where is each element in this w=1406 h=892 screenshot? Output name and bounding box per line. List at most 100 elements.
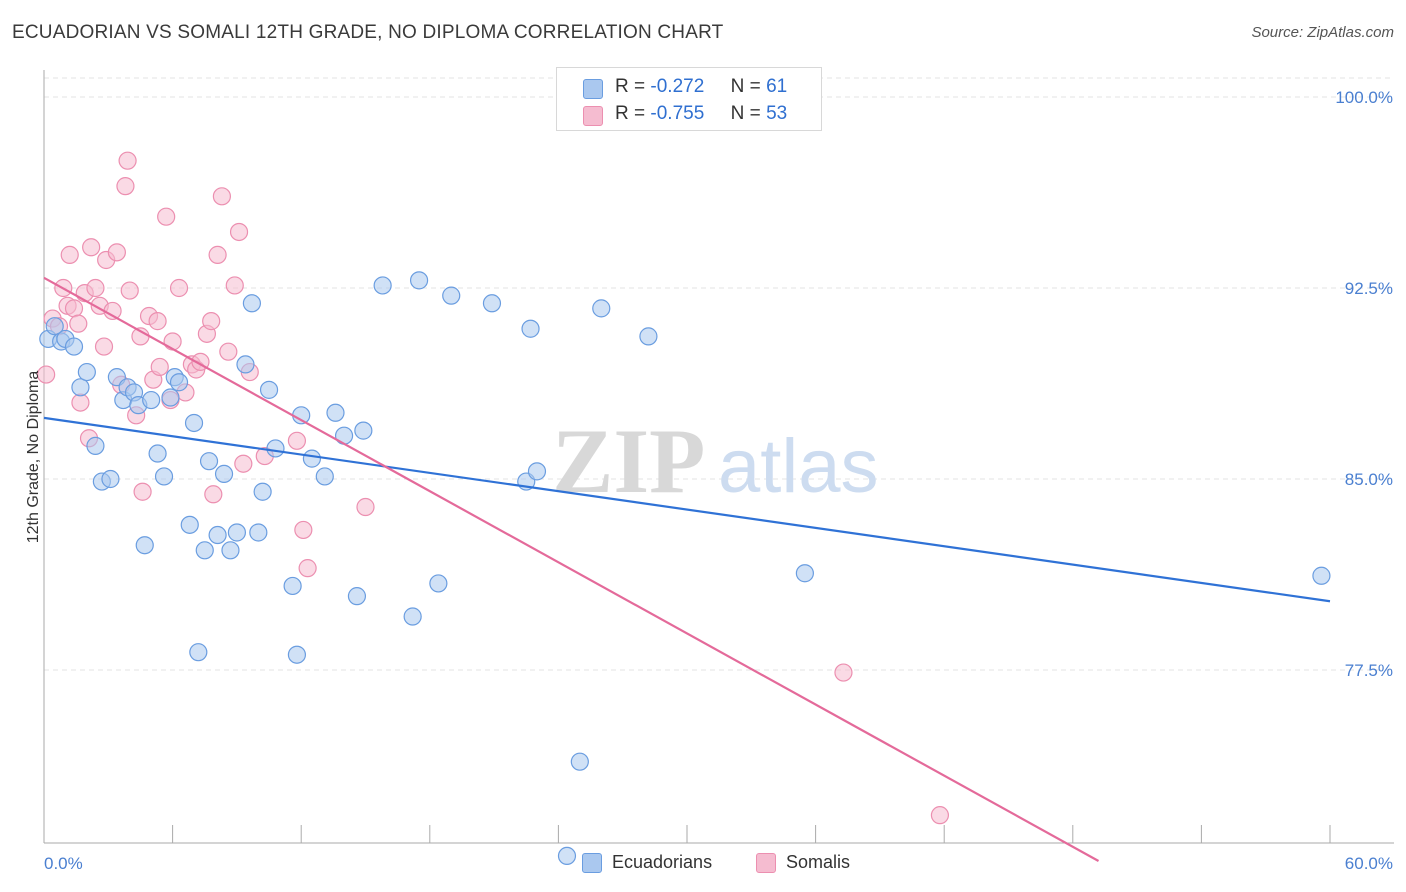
ecuadorian-point (639, 327, 658, 346)
somali-point (298, 559, 317, 578)
somali-trend-line (43, 276, 1100, 862)
legend-swatch-blue (583, 79, 603, 99)
ecuadorian-point (429, 574, 448, 593)
ecuadorian-point (253, 482, 272, 501)
legend-label-ecuadorians: Ecuadorians (612, 852, 713, 872)
ecuadorian-point (77, 362, 96, 382)
legend-n-value: 53 (766, 103, 788, 124)
ecuadorian-point (354, 421, 373, 440)
ecuadorian-point (135, 536, 154, 555)
ecuadorian-point (221, 541, 240, 560)
somali-point (37, 365, 56, 384)
somali-point (356, 497, 375, 517)
ecuadorian-point (287, 645, 307, 664)
somali-point (71, 393, 90, 412)
somali-point (225, 276, 244, 295)
somali-point (930, 806, 950, 825)
ecuadorian-point (266, 439, 285, 458)
ecuadorian-point (283, 576, 302, 596)
legend-r-label: R = (615, 103, 646, 124)
ecuadorian-trend-line (43, 416, 1331, 603)
ecuadorian-point (442, 286, 461, 305)
somali-point (94, 337, 114, 356)
ecuadorian-point (148, 444, 167, 463)
ecuadorian-point (373, 276, 392, 295)
ecuadorian-point (326, 403, 345, 422)
somali-point (163, 332, 182, 351)
ecuadorian-point (189, 643, 208, 662)
ecuadorian-point (86, 436, 105, 455)
ecuadorian-point (482, 294, 502, 313)
somali-point (69, 314, 88, 333)
y-tick-label: 77.5% (1345, 661, 1393, 680)
ecuadorian-point (184, 413, 204, 433)
somali-point (204, 485, 223, 504)
ecuadorian-point (236, 355, 255, 374)
somali-point (229, 222, 249, 242)
ecuadorian-point (195, 541, 214, 560)
ecuadorian-point (259, 380, 279, 399)
legend-r-value: -0.755 (650, 103, 705, 124)
somali-point (60, 245, 79, 264)
x-tick-labels: 0.0% 60.0% (44, 854, 1393, 873)
ecuadorian-point (795, 564, 814, 583)
ecuadorian-point (227, 523, 246, 542)
somali-point (234, 454, 253, 473)
ecuadorian-point (64, 337, 84, 356)
legend-n-label: N = (730, 76, 761, 97)
ecuadorian-point (1312, 566, 1331, 585)
somali-point (219, 342, 238, 361)
y-axis-title: 12th Grade, No Diploma (25, 371, 42, 544)
somali-point (116, 177, 135, 196)
legend-swatch-blue (582, 853, 602, 873)
somali-point (120, 281, 139, 300)
legend-r-label: R = (615, 76, 646, 97)
somali-point (82, 238, 101, 257)
ecuadorian-point (199, 452, 219, 471)
ecuadorian-point (208, 525, 227, 545)
ecuadorian-point (214, 464, 234, 484)
y-tick-labels: 77.5% 85.0% 92.5% 100.0% (1335, 88, 1393, 680)
somali-point (107, 243, 126, 262)
ecuadorian-point (347, 587, 367, 606)
legend-swatch-pink (583, 106, 603, 126)
somali-point (208, 245, 227, 264)
ecuadorian-point (409, 271, 429, 290)
ecuadorian-point (161, 388, 180, 407)
legend-label-somalis: Somalis (786, 852, 851, 872)
legend-n-label: N = (730, 103, 761, 124)
somali-point (834, 663, 853, 682)
somali-point (169, 278, 189, 298)
x-tick-label: 0.0% (44, 854, 83, 873)
somali-point (202, 312, 221, 331)
somali-point (148, 312, 167, 331)
chart-title: ECUADORIAN VS SOMALI 12TH GRADE, NO DIPL… (12, 22, 724, 43)
axes (43, 70, 1394, 844)
somali-point (133, 482, 152, 501)
ecuadorian-point (169, 373, 189, 392)
ecuadorian-point (521, 319, 540, 338)
legend-n-value: 61 (766, 76, 788, 97)
somali-point (287, 431, 307, 450)
somali-point (64, 299, 84, 318)
ecuadorian-point (592, 299, 611, 318)
legend-r-value: -0.272 (650, 76, 705, 97)
correlation-legend: R = -0.272 N = 61 R = -0.755 N = 53 (556, 67, 822, 131)
somali-point (150, 357, 169, 377)
somali-point (157, 207, 176, 226)
watermark: ZIP atlas (552, 410, 879, 512)
x-tick-label: 60.0% (1345, 854, 1393, 873)
legend-swatch-pink (756, 853, 776, 873)
somali-point (118, 151, 137, 170)
ecuadorian-point (242, 294, 262, 313)
somali-point (86, 278, 105, 298)
watermark-atlas: atlas (718, 424, 879, 509)
series-ecuadorians-points (39, 271, 1331, 866)
somali-point (294, 520, 313, 540)
ecuadorian-point (249, 523, 268, 542)
ecuadorian-point (302, 449, 322, 468)
ecuadorian-point (101, 469, 120, 489)
ecuadorian-point (180, 515, 199, 534)
ecuadorian-point (71, 378, 90, 397)
